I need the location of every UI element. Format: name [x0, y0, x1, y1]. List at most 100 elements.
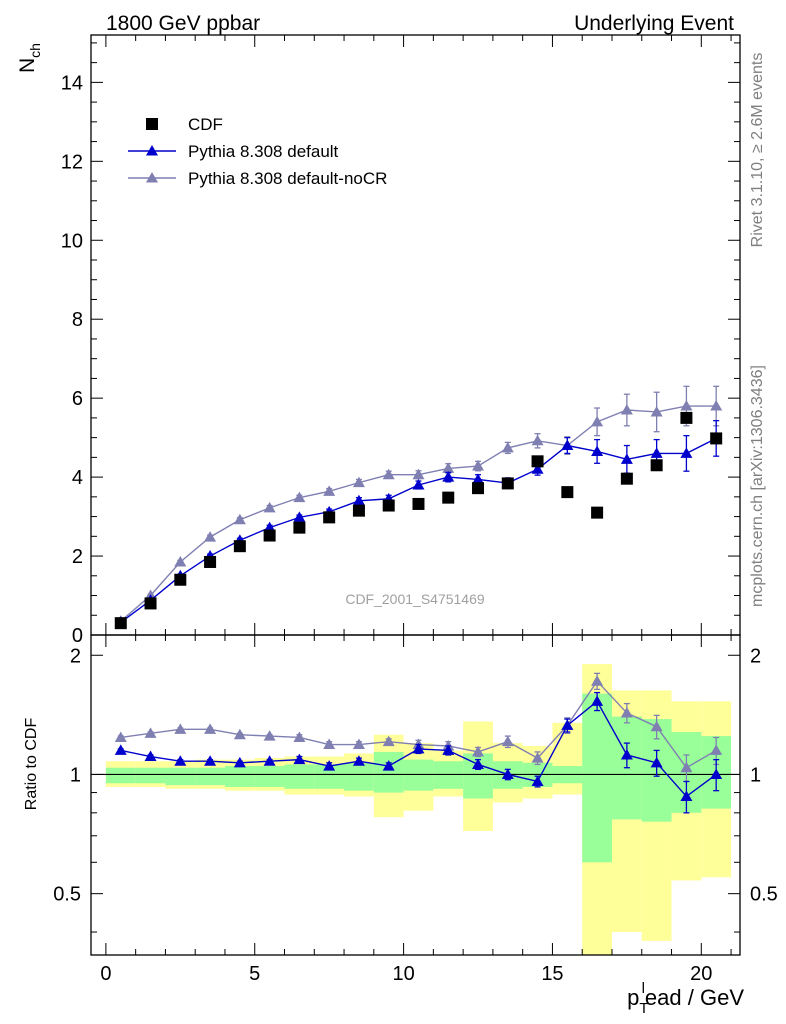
legend-label-pythia-nocr-series: Pythia 8.308 default-noCR	[188, 169, 387, 188]
ratio-y-tick-label-left: 2	[70, 645, 81, 667]
ratio-pythia-nocr-series-marker	[174, 723, 187, 734]
ratio-pythia-nocr-series-marker	[501, 735, 514, 747]
pythia-nocr-series-marker	[293, 491, 306, 503]
main-y-tick-label: 10	[61, 230, 83, 252]
cdf-series-marker	[650, 459, 663, 472]
pythia-nocr-series-marker	[472, 460, 485, 471]
pythia-nocr-series-marker	[680, 400, 693, 411]
pythia-nocr-series-marker	[620, 404, 633, 415]
cdf-series-marker	[531, 455, 544, 468]
ratio-pythia-nocr-series-marker	[263, 730, 276, 741]
ratio-pythia-default-series-marker	[114, 744, 127, 755]
ratio-pythia-nocr-series-marker	[352, 738, 365, 750]
ratio-pythia-nocr-series-marker	[531, 752, 544, 763]
pythia-nocr-series-marker	[501, 441, 514, 453]
pythia-default-series-marker	[650, 447, 663, 458]
cdf-series-marker	[382, 499, 395, 512]
uncertainty-band-green	[254, 766, 285, 787]
x-tick-label: 10	[392, 963, 414, 985]
pythia-nocr-series-marker	[531, 434, 544, 446]
uncertainty-band-green	[135, 767, 166, 784]
ratio-pythia-default-series-marker	[174, 755, 187, 766]
pythia-nocr-series-line	[120, 405, 717, 622]
x-tick-label: 0	[100, 963, 111, 985]
main-y-axis-label-main: N	[16, 58, 39, 73]
ratio-pythia-default-series-marker	[382, 760, 395, 771]
ratio-pythia-default-series-marker	[352, 755, 365, 766]
pythia-default-series-marker	[263, 521, 276, 533]
main-y-axis-label-sub: ch	[27, 43, 43, 58]
pythia-default-series-marker	[442, 471, 455, 482]
ratio-pythia-nocr-series-marker	[680, 761, 693, 773]
header-left: 1800 GeV ppbar	[106, 12, 260, 35]
pythia-default-series-marker	[293, 511, 306, 522]
cdf-series-marker	[620, 472, 633, 485]
cdf-series-marker	[442, 491, 455, 504]
rivet-label: Rivet 3.1.10, ≥ 2.6M events	[749, 53, 766, 248]
ratio-panel: 0.5 0.51 12 20 5 10 15 20	[53, 634, 778, 985]
main-y-tick-label: 2	[72, 546, 83, 568]
ratio-pythia-default-series-marker	[561, 719, 574, 730]
main-y-tick-label: 8	[72, 309, 83, 331]
main-y-tick-label: 14	[61, 72, 83, 94]
x-tick-label: 15	[541, 963, 563, 985]
main-y-tick-label: 4	[72, 467, 83, 489]
ratio-pythia-default-series-marker	[591, 695, 604, 706]
pythia-default-series-marker	[412, 479, 425, 490]
main-y-tick-label: 6	[72, 388, 83, 410]
ratio-pythia-nocr-series-marker	[323, 738, 336, 750]
ratio-pythia-nocr-series-marker	[650, 720, 663, 732]
ratio-pythia-default-series-marker	[680, 790, 693, 801]
ratio-pythia-nocr-series-marker	[710, 744, 723, 755]
cdf-series-marker	[501, 477, 514, 490]
pythia-nocr-series-marker	[442, 462, 455, 473]
pythia-nocr-series-marker	[352, 476, 365, 488]
ratio-pythia-nocr-series-marker	[114, 731, 127, 742]
pythia-nocr-series-marker	[382, 468, 395, 480]
ratio-pythia-nocr-series-marker	[144, 727, 157, 738]
pythia-nocr-series-marker	[233, 513, 246, 525]
ratio-y-axis-label: Ratio to CDF	[23, 718, 40, 811]
ratio-frame	[90, 634, 741, 956]
pythia-default-series-marker	[531, 463, 544, 474]
ratio-pythia-nocr-series-marker	[204, 723, 217, 734]
legend-label-pythia-default-series: Pythia 8.308 default	[188, 142, 339, 161]
uncertainty-band-green	[224, 766, 255, 787]
ratio-pythia-nocr-series-marker	[591, 675, 604, 686]
ratio-pythia-default-series-marker	[233, 756, 246, 768]
x-axis-label-sub: T	[639, 1000, 648, 1017]
cdf-series-marker	[293, 521, 306, 534]
cdf-series-marker	[561, 486, 574, 499]
cdf-series-marker	[174, 573, 187, 586]
legend-marker-pythia-nocr-series	[146, 172, 158, 183]
ratio-pythia-default-series-marker	[323, 760, 336, 771]
x-axis-label-main: p	[627, 985, 639, 1010]
ratio-y-tick-label-left: 0.5	[53, 884, 81, 906]
pythia-nocr-series-marker	[710, 400, 723, 411]
header-right: Underlying Event	[574, 12, 734, 35]
pythia-default-series-marker	[591, 445, 604, 456]
cdf-series-marker	[323, 511, 336, 524]
pythia-default-series-marker	[680, 447, 693, 458]
cdf-series-marker	[352, 504, 365, 517]
cdf-series-marker	[412, 497, 425, 510]
ratio-pythia-nocr-series-marker	[293, 731, 306, 742]
uncertainty-band-green	[582, 693, 612, 863]
main-panel: 0 2 4 6 8 10 12 14	[61, 34, 741, 647]
cdf-series-marker	[680, 411, 693, 424]
x-tick-label: 5	[249, 963, 260, 985]
uncertainty-band-green	[195, 767, 225, 786]
uncertainty-band-green	[284, 764, 315, 789]
uncertainty-band-green	[165, 767, 196, 786]
ratio-pythia-default-series-marker	[650, 756, 663, 768]
x-axis-label-rest: ead / GeV	[645, 985, 744, 1010]
analysis-id: CDF_2001_S4751469	[345, 591, 485, 607]
ratio-pythia-default-series-marker	[472, 758, 485, 769]
main-y-tick-label: 0	[72, 625, 83, 647]
x-axis-label: pTlead / GeV	[627, 980, 744, 1017]
main-y-axis-label: Nch	[16, 43, 43, 73]
pythia-nocr-series-marker	[650, 405, 663, 417]
ratio-pythia-nocr-series-marker	[620, 706, 633, 718]
ratio-pythia-nocr-series-marker	[233, 728, 246, 740]
